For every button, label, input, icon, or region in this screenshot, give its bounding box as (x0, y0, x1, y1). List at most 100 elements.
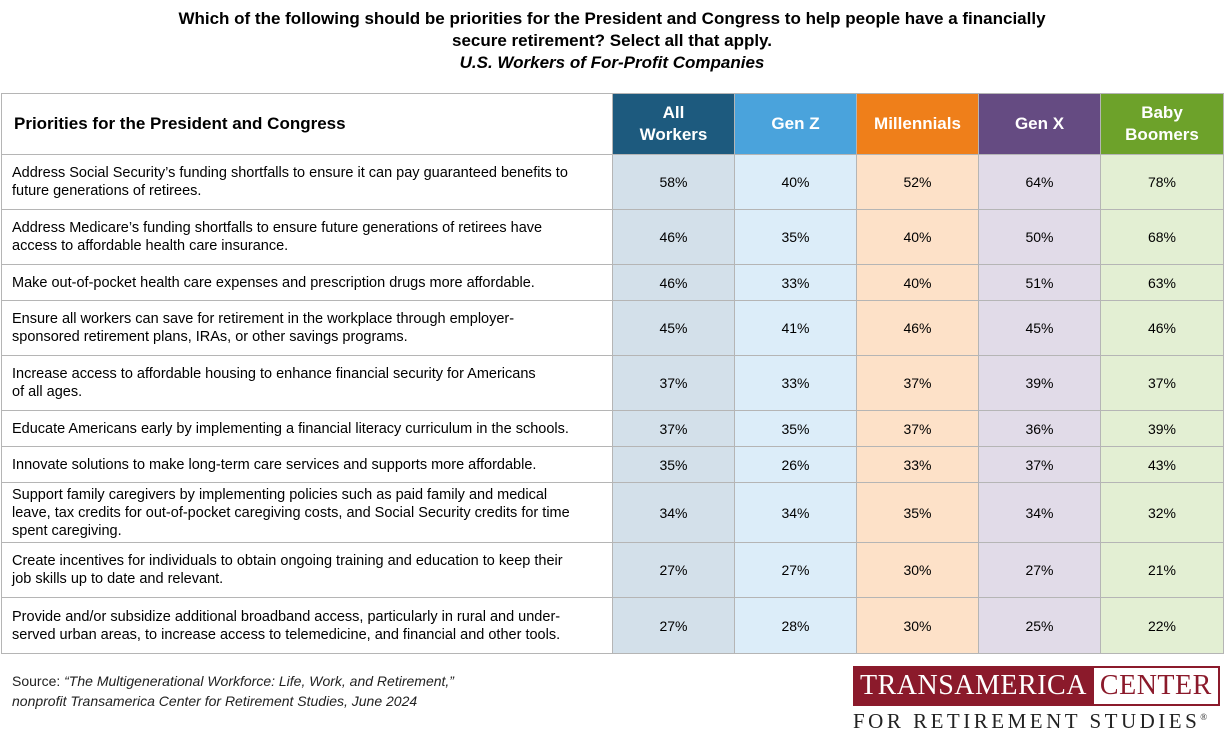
table-row: Ensure all workers can save for retireme… (1, 300, 1224, 356)
value-cell-gen-x: 36% (978, 410, 1101, 447)
priority-label: Increase access to affordable housing to… (1, 355, 613, 411)
table-row: Address Social Security’s funding shortf… (1, 154, 1224, 210)
value-cell-gen-x: 45% (978, 300, 1101, 356)
logo-tagline: FOR RETIREMENT STUDIES® (853, 709, 1207, 734)
value-cell-gen-z: 26% (734, 446, 857, 483)
value-cell-baby-boomers: 63% (1100, 264, 1224, 301)
value-cell-baby-boomers: 39% (1100, 410, 1224, 447)
priority-label-line: spent caregiving. (12, 522, 122, 539)
value-cell-millennials: 30% (856, 542, 979, 598)
table-row: Create incentives for individuals to obt… (1, 542, 1224, 598)
value-cell-gen-x: 27% (978, 542, 1101, 598)
priority-label-line: Create incentives for individuals to obt… (12, 553, 563, 569)
value-cell-baby-boomers: 37% (1100, 355, 1224, 411)
value-cell-gen-x: 50% (978, 209, 1101, 265)
priority-label-line: Educate Americans early by implementing … (12, 420, 569, 437)
value-cell-baby-boomers: 21% (1100, 542, 1224, 598)
priority-label-line: Ensure all workers can save for retireme… (12, 311, 515, 327)
priority-label-line: access to affordable health care insuran… (12, 238, 289, 254)
priority-label: Provide and/or subsidize additional broa… (1, 597, 613, 654)
value-cell-gen-x: 37% (978, 446, 1101, 483)
value-cell-gen-z: 35% (734, 410, 857, 447)
chart-title-block: Which of the following should be priorit… (0, 8, 1224, 74)
value-cell-all-workers: 46% (612, 264, 735, 301)
column-header-line: Workers (639, 125, 708, 144)
table-row: Make out-of-pocket health care expenses … (1, 264, 1224, 301)
priority-label-line: Increase access to affordable housing to… (12, 366, 536, 382)
value-cell-millennials: 35% (856, 482, 979, 543)
value-cell-gen-z: 41% (734, 300, 857, 356)
row-header-label: Priorities for the President and Congres… (1, 93, 613, 155)
transamerica-center-logo: TRANSAMERICA CENTER FOR RETIREMENT STUDI… (850, 666, 1220, 736)
chart-title-line-1: Which of the following should be priorit… (178, 9, 1046, 28)
value-cell-all-workers: 34% (612, 482, 735, 543)
priority-label: Create incentives for individuals to obt… (1, 542, 613, 598)
value-cell-all-workers: 46% (612, 209, 735, 265)
logo-box-text: TRANSAMERICA (853, 666, 1094, 706)
source-prefix: Source: (12, 673, 65, 689)
value-cell-gen-z: 40% (734, 154, 857, 210)
column-header-baby-boomers: Baby Boomers (1100, 93, 1224, 155)
value-cell-gen-x: 64% (978, 154, 1101, 210)
priority-label: Innovate solutions to make long-term car… (1, 446, 613, 483)
source-line-2: nonprofit Transamerica Center for Retire… (12, 693, 418, 709)
value-cell-millennials: 37% (856, 355, 979, 411)
value-cell-baby-boomers: 22% (1100, 597, 1224, 654)
value-cell-gen-z: 28% (734, 597, 857, 654)
value-cell-baby-boomers: 46% (1100, 300, 1224, 356)
priority-label-line: of all ages. (12, 384, 83, 400)
value-cell-all-workers: 37% (612, 410, 735, 447)
value-cell-millennials: 46% (856, 300, 979, 356)
value-cell-baby-boomers: 43% (1100, 446, 1224, 483)
column-header-millennials: Millennials (856, 93, 979, 155)
column-header-line: Boomers (1125, 125, 1199, 144)
table-row: Innovate solutions to make long-term car… (1, 446, 1224, 483)
column-header-line: Baby (1141, 103, 1183, 122)
table-row: Educate Americans early by implementing … (1, 410, 1224, 447)
priority-label: Support family caregivers by implementin… (1, 482, 613, 543)
source-line-1: Source: “The Multigenerational Workforce… (12, 671, 454, 691)
value-cell-millennials: 30% (856, 597, 979, 654)
value-cell-all-workers: 45% (612, 300, 735, 356)
logo-registered-mark: ® (1200, 712, 1208, 722)
priority-label: Ensure all workers can save for retireme… (1, 300, 613, 356)
value-cell-all-workers: 58% (612, 154, 735, 210)
value-cell-gen-x: 34% (978, 482, 1101, 543)
column-header-all-workers: All Workers (612, 93, 735, 155)
value-cell-all-workers: 37% (612, 355, 735, 411)
priority-label-line: served urban areas, to increase access t… (12, 626, 561, 643)
value-cell-millennials: 52% (856, 154, 979, 210)
priority-label-line: Provide and/or subsidize additional broa… (12, 608, 561, 625)
chart-subtitle: U.S. Workers of For-Profit Companies (459, 53, 765, 72)
value-cell-gen-z: 35% (734, 209, 857, 265)
priority-label: Educate Americans early by implementing … (1, 410, 613, 447)
logo-center-text: CENTER (1093, 666, 1220, 706)
value-cell-gen-z: 33% (734, 355, 857, 411)
value-cell-baby-boomers: 32% (1100, 482, 1224, 543)
value-cell-all-workers: 35% (612, 446, 735, 483)
value-cell-millennials: 33% (856, 446, 979, 483)
priorities-table: Priorities for the President and Congres… (1, 93, 1224, 654)
value-cell-baby-boomers: 78% (1100, 154, 1224, 210)
logo-wordmark: TRANSAMERICA CENTER (853, 666, 1220, 706)
priority-label-line: Support family caregivers by implementin… (12, 486, 548, 503)
table-body: Address Social Security’s funding shortf… (1, 154, 1224, 654)
priority-label-line: leave, tax credits for out-of-pocket car… (12, 504, 570, 521)
column-header-line: Gen Z (771, 114, 820, 133)
priority-label-line: Innovate solutions to make long-term car… (12, 456, 537, 473)
value-cell-gen-x: 51% (978, 264, 1101, 301)
priority-label-line: Make out-of-pocket health care expenses … (12, 274, 535, 291)
value-cell-all-workers: 27% (612, 597, 735, 654)
priority-label-line: Address Medicare’s funding shortfalls to… (12, 220, 543, 236)
table-row: Support family caregivers by implementin… (1, 482, 1224, 543)
value-cell-gen-z: 27% (734, 542, 857, 598)
column-header-gen-x: Gen X (978, 93, 1101, 155)
logo-tagline-text: FOR RETIREMENT STUDIES (853, 709, 1201, 733)
column-header-gen-z: Gen Z (734, 93, 857, 155)
value-cell-gen-x: 25% (978, 597, 1101, 654)
table-row: Provide and/or subsidize additional broa… (1, 597, 1224, 654)
column-header-line: All (662, 103, 685, 122)
value-cell-gen-x: 39% (978, 355, 1101, 411)
priority-label: Address Social Security’s funding shortf… (1, 154, 613, 210)
chart-title-line-2: secure retirement? Select all that apply… (452, 31, 772, 50)
